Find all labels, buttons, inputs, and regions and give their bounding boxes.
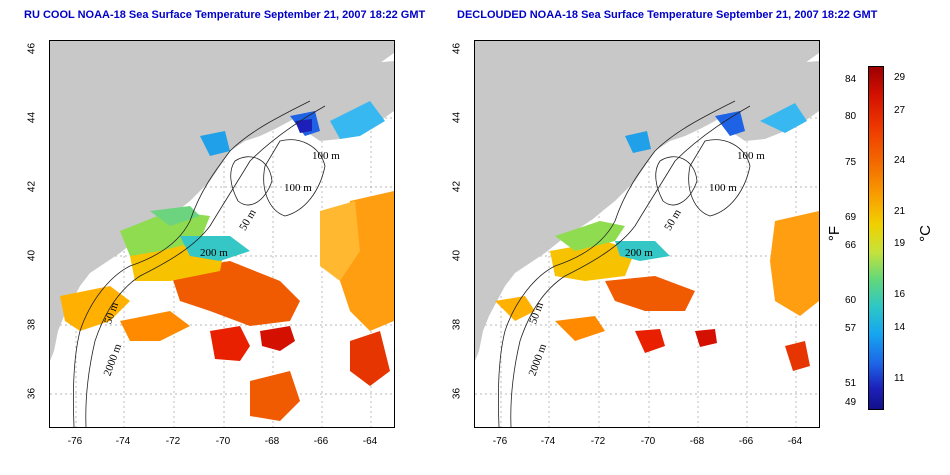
- fahrenheit-tick: 75: [845, 157, 857, 168]
- right-land: [475, 41, 819, 361]
- celsius-tick: 21: [894, 206, 906, 217]
- left-lat-tick: 42: [26, 180, 38, 193]
- right-contour-label-3: 200 m: [625, 247, 653, 259]
- left-lon-tick: -70: [215, 436, 231, 447]
- right-contour-label-2: 50 m: [662, 207, 684, 233]
- fahrenheit-tick: 69: [845, 212, 857, 223]
- fahrenheit-tick: 49: [845, 397, 857, 408]
- left-lat-tick: 36: [26, 387, 38, 400]
- right-map-canvas: 100 m 100 m 50 m 200 m 50 m 2000 m: [475, 41, 819, 427]
- right-lat-tick: 36: [451, 387, 463, 400]
- fahrenheit-tick: 66: [845, 240, 857, 251]
- right-lon-tick: -70: [640, 436, 656, 447]
- right-lon-tick: -64: [787, 436, 803, 447]
- fahrenheit-tick: 51: [845, 378, 857, 389]
- fahrenheit-unit-label: °F: [826, 225, 844, 242]
- celsius-tick: 27: [894, 105, 906, 116]
- left-contour-label-1: 100 m: [284, 182, 312, 194]
- right-lat-tick: 44: [451, 111, 463, 124]
- right-lon-tick: -66: [738, 436, 754, 447]
- left-contour-label-3: 200 m: [200, 247, 228, 259]
- right-lat-tick: 46: [451, 42, 463, 55]
- left-lon-tick: -74: [115, 436, 131, 447]
- right-lon-tick: -72: [590, 436, 606, 447]
- left-lon-tick: -64: [362, 436, 378, 447]
- right-contour-label-5: 2000 m: [526, 342, 549, 378]
- fahrenheit-tick: 80: [845, 111, 857, 122]
- celsius-tick: 16: [894, 289, 906, 300]
- left-lat-tick: 46: [26, 42, 38, 55]
- fahrenheit-tick: 84: [845, 74, 857, 85]
- celsius-tick: 19: [894, 238, 906, 249]
- temperature-colorbar: [868, 66, 884, 410]
- left-lon-tick: -72: [165, 436, 181, 447]
- right-lat-tick: 40: [451, 249, 463, 262]
- celsius-tick: 11: [894, 373, 905, 384]
- fahrenheit-tick: 57: [845, 323, 857, 334]
- right-sst-map[interactable]: 100 m 100 m 50 m 200 m 50 m 2000 m: [474, 40, 820, 428]
- right-map-title: DECLOUDED NOAA-18 Sea Surface Temperatur…: [457, 9, 878, 21]
- right-lat-tick: 38: [451, 318, 463, 331]
- fahrenheit-tick: 60: [845, 295, 857, 306]
- left-map-canvas: 100 m 100 m 50 m 200 m 50 m 2000 m: [50, 41, 394, 427]
- right-contour-label-1: 100 m: [709, 182, 737, 194]
- right-lat-tick: 42: [451, 180, 463, 193]
- left-map-title: RU COOL NOAA-18 Sea Surface Temperature …: [24, 9, 426, 21]
- left-lat-tick: 40: [26, 249, 38, 262]
- left-lat-tick: 38: [26, 318, 38, 331]
- left-sst-patches: [60, 101, 394, 421]
- left-lon-tick: -68: [264, 436, 280, 447]
- right-lon-tick: -68: [689, 436, 705, 447]
- left-lat-tick: 44: [26, 111, 38, 124]
- right-lon-tick: -74: [540, 436, 556, 447]
- right-bathymetry: [497, 100, 751, 427]
- right-lon-tick: -76: [492, 436, 508, 447]
- celsius-unit-label: °C: [916, 225, 934, 242]
- celsius-tick: 29: [894, 72, 906, 83]
- left-land: [50, 41, 394, 361]
- left-contour-label-0: 100 m: [312, 150, 340, 162]
- left-sst-map[interactable]: 100 m 100 m 50 m 200 m 50 m 2000 m: [49, 40, 395, 428]
- celsius-tick: 14: [894, 322, 906, 333]
- celsius-tick: 24: [894, 155, 906, 166]
- left-bathymetry: [72, 100, 326, 427]
- left-contour-label-5: 2000 m: [101, 342, 124, 378]
- left-lon-tick: -66: [313, 436, 329, 447]
- left-contour-label-2: 50 m: [237, 207, 259, 233]
- right-contour-label-0: 100 m: [737, 150, 765, 162]
- left-lon-tick: -76: [67, 436, 83, 447]
